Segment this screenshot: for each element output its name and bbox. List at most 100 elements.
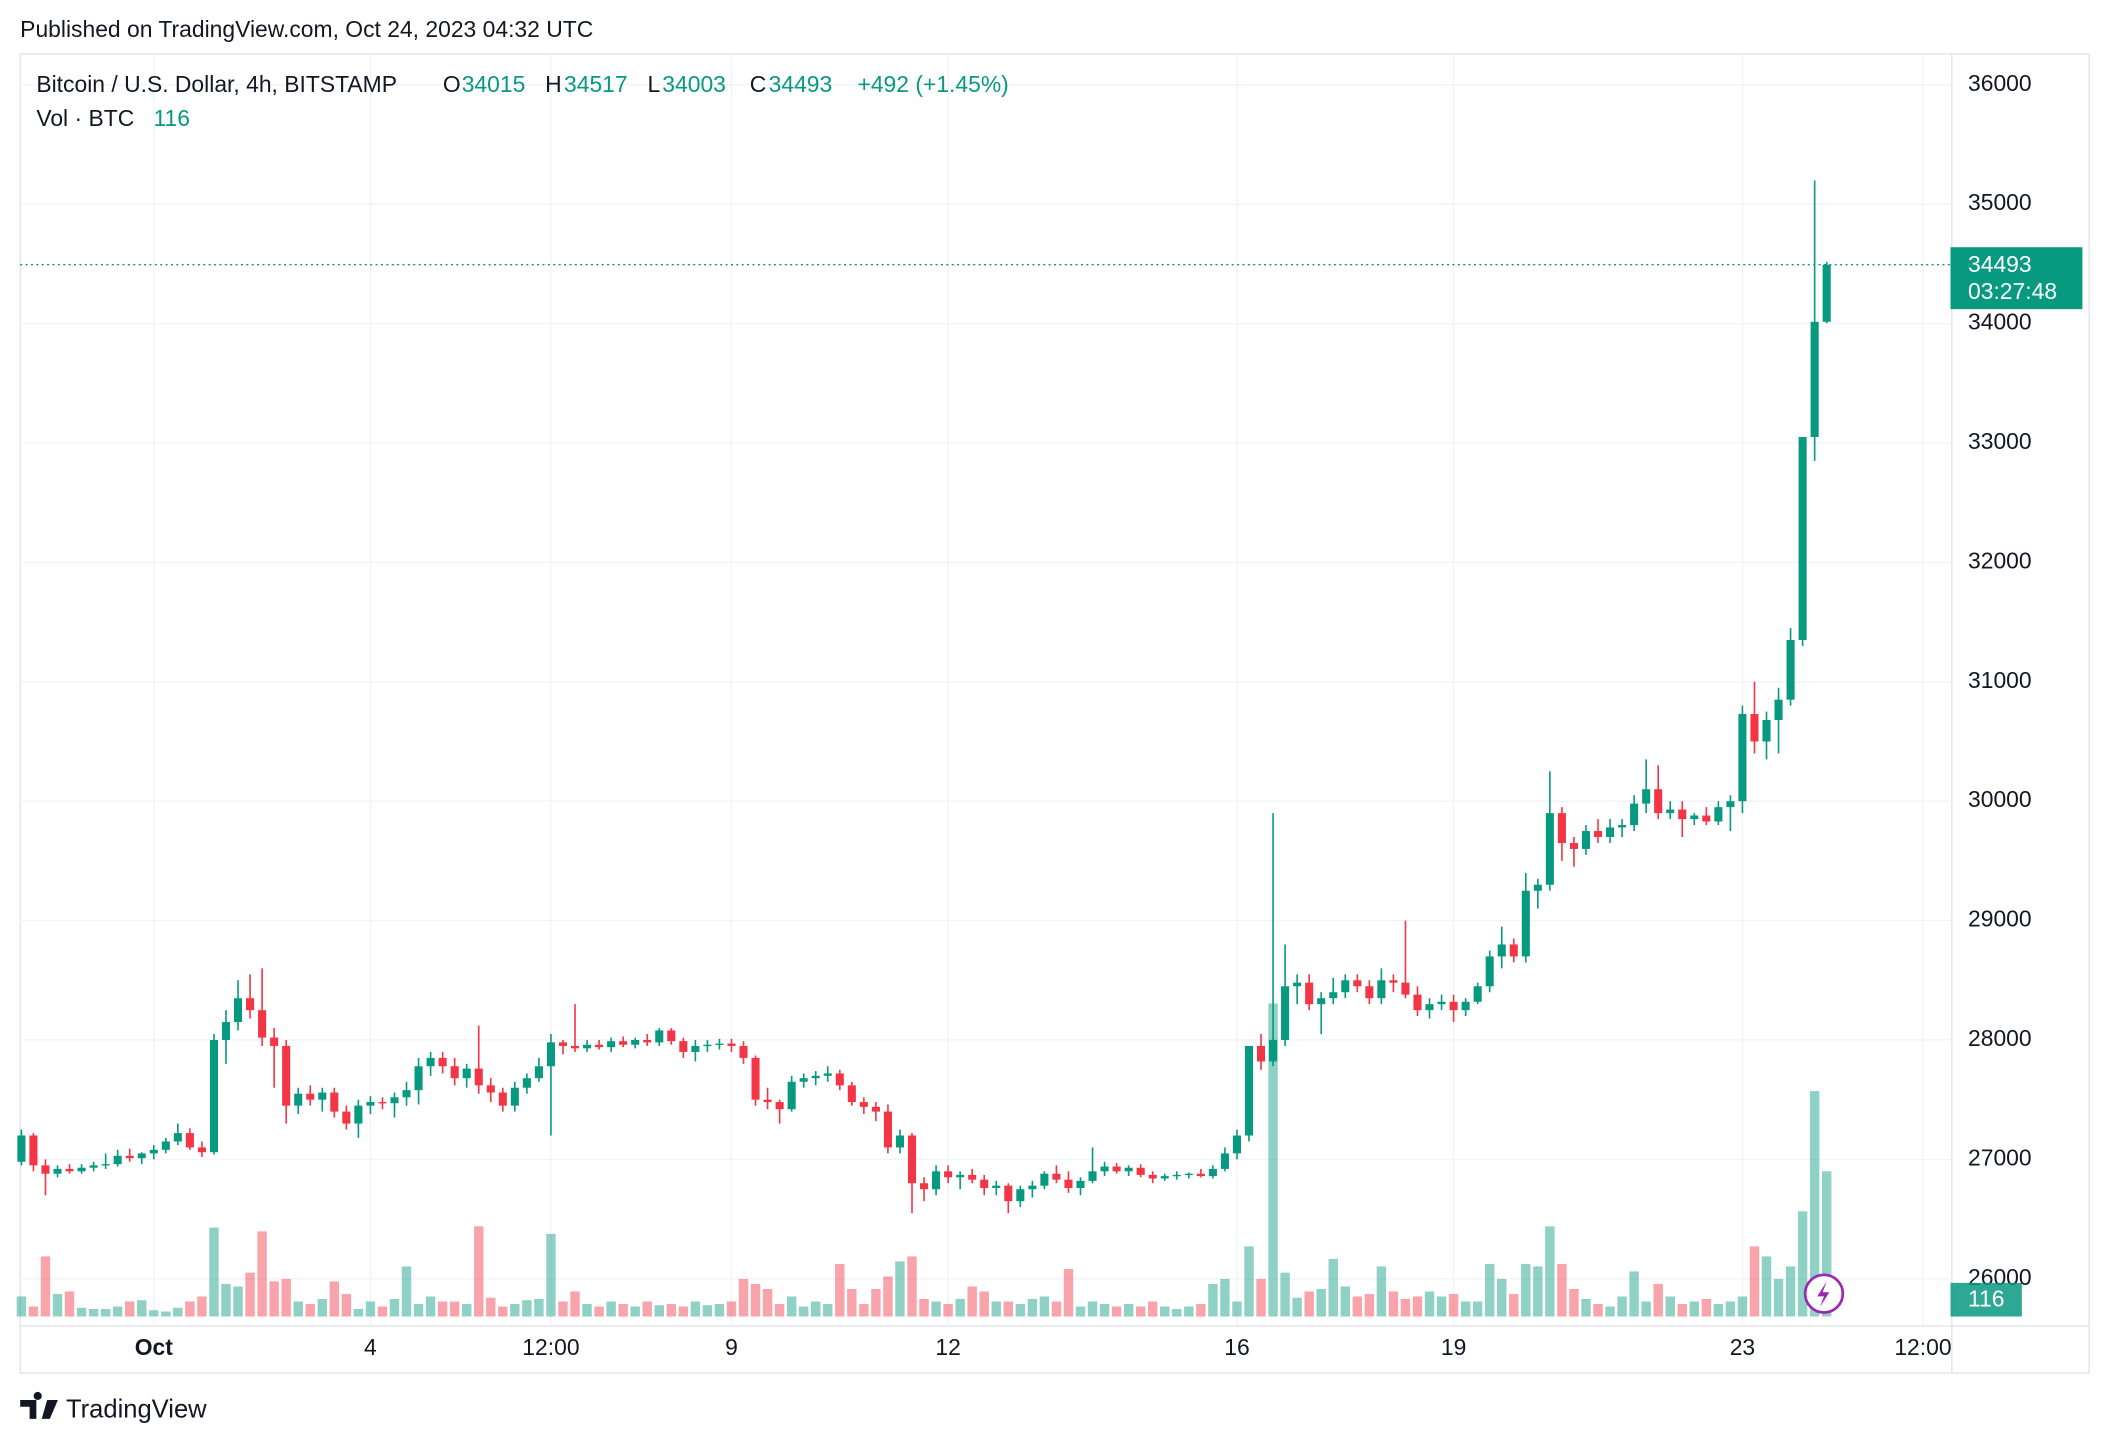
candle-body [77,1167,86,1172]
volume-bar [943,1303,953,1317]
volume-bar [1460,1301,1471,1317]
volume-bar [1111,1306,1122,1317]
candle-body [944,1171,953,1178]
volume-bar [1087,1301,1098,1317]
event-icon-bolt [1817,1281,1830,1308]
volume-bar [1196,1303,1206,1317]
x-tick-label: 9 [725,1334,738,1360]
candle-body [65,1168,74,1172]
volume-bar [1773,1278,1784,1317]
candle-body [859,1102,868,1107]
candle-body [306,1093,315,1100]
candle-body [221,1022,231,1040]
candle-body [823,1073,832,1076]
candle-body [17,1135,26,1162]
volume-bar [798,1306,809,1317]
symbol-title: Bitcoin / U.S. Dollar, 4h, BITSTAMP [36,71,397,97]
ohlc-label: C [750,71,767,97]
volume-bar [1581,1298,1591,1317]
volume-bar [1075,1306,1086,1317]
volume-bar [1364,1293,1375,1317]
candle-body [258,1010,267,1038]
candle-body [1461,1001,1470,1011]
volume-bar [365,1301,376,1317]
candle-body [1762,719,1771,742]
x-tick-label: 12:00 [1894,1334,1951,1360]
candle-body [161,1141,170,1150]
volume-bar [293,1301,303,1317]
candle-body [799,1078,808,1082]
candle-body [498,1092,507,1106]
volume-bar [401,1266,412,1317]
volume-bar [161,1311,171,1317]
candle-body [29,1135,38,1166]
volume-bar [1629,1271,1639,1317]
candle-body [197,1147,206,1153]
volume-bar [1436,1296,1447,1317]
volume-bar [1328,1258,1338,1317]
candle-body [811,1075,820,1079]
volume-bar [1412,1296,1423,1317]
candle-body [1822,264,1831,322]
volume-bar [16,1296,27,1317]
candle-body [956,1174,965,1178]
volume-title: Vol · BTC [36,105,134,131]
candle-body [691,1045,700,1052]
candle-body [510,1087,519,1106]
published-note: Published on TradingView.com, Oct 24, 20… [20,16,593,42]
volume-bar [1641,1301,1651,1317]
candle-body [330,1092,339,1112]
ohlc-value: 34003 [662,71,726,97]
volume-bar [1388,1291,1399,1317]
volume-bar [847,1288,857,1317]
volume-bar [269,1281,279,1317]
candle-body [1305,982,1314,1005]
candle-body [980,1179,989,1189]
candle-body [546,1042,555,1067]
volume-bar [474,1226,484,1317]
volume-bar [1376,1266,1387,1317]
volume-bar [1184,1306,1194,1317]
volume-bar [762,1288,773,1317]
volume-bar [209,1227,219,1317]
volume-bar [895,1261,905,1317]
volume-bar [1304,1291,1314,1317]
y-tick-label: 36000 [1968,70,2032,96]
candle-body [1425,1004,1434,1011]
candle-body [703,1044,712,1047]
volume-bar [618,1303,628,1317]
volume-bar [341,1293,352,1317]
candle-body [1317,998,1326,1005]
volume-bar [823,1303,833,1317]
candle-body [1148,1174,1157,1179]
candle-body [342,1111,351,1124]
candle-body [1606,827,1615,838]
volume-bar [281,1278,291,1317]
volume-bar [738,1278,749,1317]
volume-bar [1292,1297,1302,1317]
candle-body [1798,437,1807,640]
candle-body [1052,1173,1061,1180]
candle-body [1509,944,1518,957]
candle-body [474,1068,483,1086]
volume-bar [750,1283,761,1317]
candle-body [426,1057,435,1067]
candle-body [1630,803,1639,826]
volume-bar [1653,1283,1663,1317]
volume-bar [1340,1286,1350,1317]
volume-bar [811,1301,821,1317]
candle-body [101,1164,110,1166]
x-tick-label: 12 [935,1334,960,1360]
candle-body [1569,842,1578,849]
candle-body [1196,1173,1205,1177]
candle-body [835,1073,844,1086]
volume-bar [1545,1226,1555,1317]
candle-body [1088,1171,1097,1181]
candle-body [1341,980,1350,993]
volume-bar [233,1286,243,1317]
volume-bar [786,1296,797,1317]
volume-bar [449,1301,460,1317]
change-value: +492 (+1.45%) [857,71,1008,97]
volume-bar [76,1307,87,1317]
